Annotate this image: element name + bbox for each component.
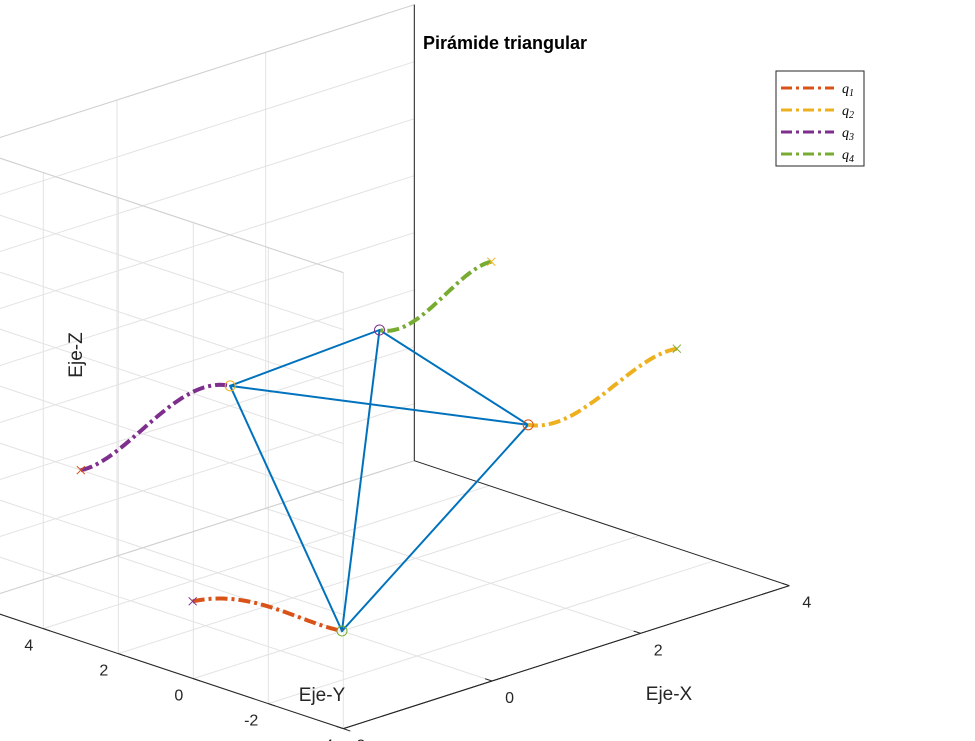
grid-line-y-floor <box>268 560 715 705</box>
trajectory-q2 <box>527 346 678 428</box>
pyramid-edge <box>229 384 530 426</box>
pyramid-edge <box>378 329 530 426</box>
end-marker-q3 <box>224 380 236 392</box>
y-tick-mark <box>268 703 276 707</box>
x-tick-label: -2 <box>351 738 365 741</box>
y-tick-label: 0 <box>174 688 183 705</box>
grid-line-z-back <box>0 403 415 538</box>
x-axis-label: Eje-X <box>646 684 693 705</box>
grid-line-z-back <box>0 346 415 481</box>
trajectory-q1 <box>192 596 343 633</box>
pyramid-edge <box>341 423 530 632</box>
legend-label-q2: q2 <box>842 104 854 121</box>
x-tick-label: 0 <box>505 690 514 707</box>
start-marker-q3 <box>76 465 86 475</box>
box-edge <box>0 157 344 274</box>
legend-label-q1: q1 <box>842 82 854 99</box>
legend-label-subscript: 1 <box>849 88 854 99</box>
grid-line-z-back <box>0 460 415 595</box>
pyramid-edge <box>341 329 381 632</box>
grid-line-y-floor <box>193 535 640 680</box>
trajectory-markers <box>76 257 682 637</box>
y-tick-label: -2 <box>244 713 258 730</box>
pyramid-edges <box>229 329 530 632</box>
legend-label-symbol: q <box>842 104 849 119</box>
grid-line-x-floor <box>116 555 493 682</box>
y-tick-label: 2 <box>99 663 108 680</box>
x-axis-line <box>414 460 790 587</box>
grid-line-z-side <box>0 328 344 445</box>
y-axis-line-front <box>0 613 344 730</box>
start-marker-stroke <box>76 465 86 475</box>
box-edge <box>0 460 415 595</box>
y-axis-label: Eje-Y <box>299 685 346 706</box>
start-marker-stroke <box>188 596 198 606</box>
end-marker-q4 <box>374 324 385 336</box>
chart-title: Pirámide triangular <box>423 33 587 53</box>
y-tick-mark <box>193 678 201 682</box>
pyramid-edge <box>229 384 343 632</box>
legend-label-q3: q3 <box>842 126 854 143</box>
grid-line-z-back <box>0 232 415 367</box>
y-tick-mark <box>43 628 51 632</box>
end-marker-q1 <box>336 625 348 637</box>
grid-line-z-back <box>0 4 415 139</box>
grid-layer <box>0 4 790 730</box>
grid-line-y-floor <box>43 485 490 630</box>
start-marker-q4 <box>486 257 496 267</box>
end-marker-q2 <box>522 419 534 431</box>
start-marker-stroke <box>486 257 496 267</box>
x-tick-mark <box>782 582 790 587</box>
grid-line-z-back <box>0 289 415 424</box>
y-tick-label: 4 <box>24 638 33 655</box>
box-edge <box>0 4 415 139</box>
legend-label-subscript: 3 <box>848 132 854 143</box>
grid-line-x-floor <box>0 613 344 730</box>
grid-line-z-side <box>0 442 344 559</box>
trajectory-q3 <box>80 382 231 473</box>
legend-label-subscript: 2 <box>849 110 854 121</box>
trajectory-q4 <box>379 259 492 333</box>
grid-line-z-back <box>0 175 415 310</box>
x-tick-mark <box>633 630 641 634</box>
x-tick-mark <box>336 725 344 730</box>
pyramid-edge <box>229 329 381 387</box>
grid-line-y-floor <box>0 460 415 595</box>
start-marker-stroke <box>672 344 682 354</box>
start-marker-q1 <box>188 596 198 606</box>
start-marker-q2 <box>672 344 682 354</box>
grid-line-z-side <box>0 385 344 502</box>
grid-line-z-back <box>0 118 415 253</box>
y-tick-label: -4 <box>319 738 333 741</box>
grid-line-z-side <box>0 613 344 730</box>
legend-label-symbol: q <box>842 126 849 141</box>
legend-label-symbol: q <box>842 148 849 163</box>
legend-label-subscript: 4 <box>849 154 854 165</box>
z-axis-label: Eje-Z <box>66 332 87 378</box>
x-tick-label: 4 <box>802 595 811 612</box>
x-axis-line-front <box>343 585 790 730</box>
box-edge <box>0 613 344 730</box>
y-tick-mark <box>118 653 126 657</box>
trajectories <box>80 259 678 633</box>
legend-label-symbol: q <box>842 82 849 97</box>
grid-line-z-side <box>0 214 344 331</box>
grid-line-z-side <box>0 556 344 673</box>
grid-line-z-back <box>0 61 415 196</box>
grid-line-z-side <box>0 499 344 616</box>
x-tick-label: 2 <box>654 642 663 659</box>
y-tick-mark <box>343 728 351 732</box>
legend-label-q4: q4 <box>842 148 854 165</box>
grid-line-x-floor <box>265 507 641 634</box>
grid-line-y-floor <box>118 510 565 655</box>
x-tick-mark <box>484 678 493 682</box>
